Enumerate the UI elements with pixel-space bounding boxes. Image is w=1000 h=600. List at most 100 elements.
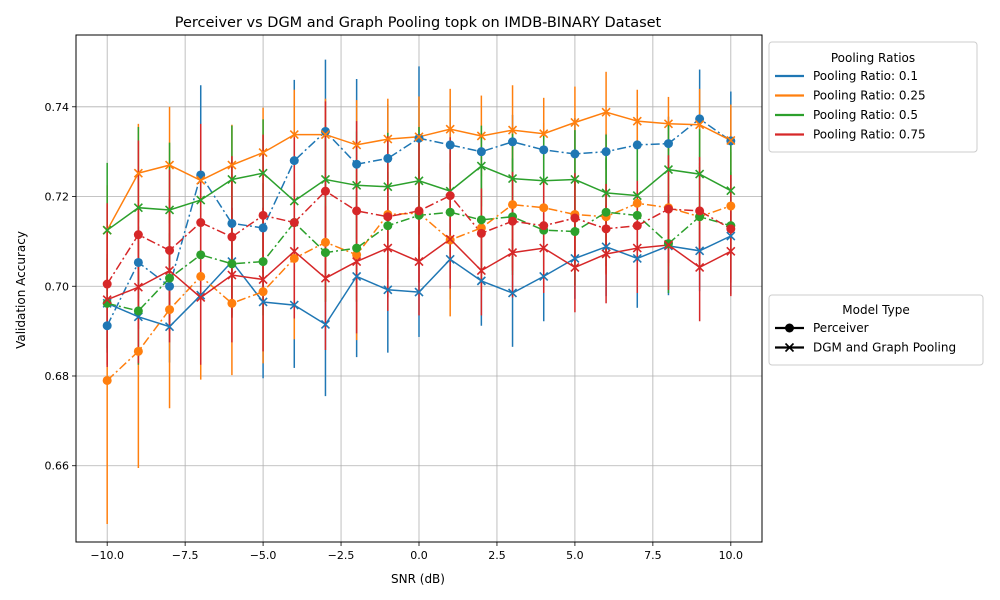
point-ratio-0_75-perceiver (289, 218, 299, 228)
point-ratio-0_5-dgm (695, 169, 705, 179)
point-ratio-0_25-perceiver (632, 198, 642, 208)
point-ratio-0_25-dgm (476, 131, 486, 141)
point-ratio-0_1-dgm (196, 290, 206, 300)
point-ratio-0_5-dgm (570, 174, 580, 185)
point-ratio-0_75-perceiver (196, 218, 206, 228)
point-ratio-0_75-perceiver (227, 232, 237, 242)
point-ratio-0_25-perceiver (539, 203, 549, 213)
point-ratio-0_5-perceiver (165, 273, 175, 283)
point-ratio-0_25-dgm (445, 124, 455, 134)
point-ratio-0_25-perceiver (102, 375, 112, 385)
point-ratio-0_5-dgm (133, 203, 143, 213)
legend-label: DGM and Graph Pooling (813, 341, 956, 355)
point-ratio-0_1-dgm (258, 297, 268, 307)
point-ratio-0_75-perceiver (601, 224, 611, 234)
point-ratio-0_25-dgm (601, 107, 611, 117)
point-ratio-0_75-perceiver (165, 245, 175, 255)
point-ratio-0_5-perceiver (445, 207, 455, 217)
legend-marker-x (784, 342, 795, 353)
point-ratio-0_75-dgm (383, 243, 393, 253)
point-ratio-0_75-dgm (102, 295, 112, 305)
point-ratio-0_1-perceiver (258, 223, 268, 233)
point-ratio-0_25-perceiver (165, 305, 175, 315)
x-tick-label: 5.0 (566, 549, 584, 562)
point-ratio-0_1-perceiver (508, 137, 518, 147)
point-ratio-0_75-dgm (476, 265, 486, 276)
y-tick-label: 0.66 (45, 460, 70, 473)
point-ratio-0_75-perceiver (632, 221, 642, 231)
point-ratio-0_5-dgm (507, 174, 518, 184)
point-ratio-0_75-perceiver (539, 221, 549, 231)
point-ratio-0_25-dgm (383, 134, 393, 144)
legend-pooling-title: Pooling Ratios (831, 51, 915, 65)
point-ratio-0_75-dgm (352, 257, 362, 267)
x-tick-label: 2.5 (488, 549, 506, 562)
point-ratio-0_25-perceiver (320, 237, 330, 247)
point-ratio-0_75-dgm (663, 240, 674, 250)
point-ratio-0_5-perceiver (258, 257, 268, 267)
point-ratio-0_1-dgm (726, 231, 736, 241)
axis-ticks: −10.0 −7.5 −5.0 −2.5 0.0 2.5 5.0 7.5 10.0 0.66 0.6… (45, 101, 744, 562)
point-ratio-0_75-dgm (320, 273, 331, 283)
point-ratio-0_75-perceiver (102, 279, 112, 289)
point-ratio-0_1-perceiver (539, 145, 549, 155)
point-ratio-0_25-dgm (632, 116, 642, 126)
point-ratio-0_75-dgm (258, 274, 268, 285)
point-ratio-0_75-dgm (133, 282, 143, 292)
point-ratio-0_1-dgm (476, 276, 486, 286)
point-ratio-0_25-perceiver (227, 298, 237, 308)
point-ratio-0_75-dgm (227, 270, 237, 280)
point-ratio-0_5-perceiver (320, 248, 330, 258)
y-tick-label: 0.70 (45, 280, 70, 293)
series-line-ratio-0_75-perceiver (106, 190, 732, 285)
y-tick-label: 0.72 (45, 191, 70, 204)
point-ratio-0_1-perceiver (601, 147, 611, 157)
point-ratio-0_1-perceiver (165, 281, 175, 291)
point-ratio-0_75-perceiver (570, 213, 580, 223)
point-ratio-0_75-dgm (632, 243, 642, 253)
point-ratio-0_1-dgm (539, 271, 549, 281)
x-tick-label: −5.0 (250, 549, 277, 562)
point-ratio-0_75-dgm (196, 292, 206, 303)
point-ratio-0_1-perceiver (383, 153, 393, 163)
x-axis-label: SNR (dB) (391, 572, 445, 586)
point-ratio-0_1-dgm (632, 253, 642, 264)
point-ratio-0_1-dgm (352, 271, 362, 281)
point-ratio-0_5-dgm (258, 168, 268, 178)
point-ratio-0_5-perceiver (227, 259, 237, 269)
point-ratio-0_5-perceiver (570, 227, 580, 237)
point-ratio-0_1-dgm (695, 246, 705, 256)
point-ratio-0_75-perceiver (445, 191, 455, 201)
point-ratio-0_1-perceiver (352, 159, 362, 169)
legend-label: Pooling Ratio: 0.5 (813, 108, 918, 122)
point-ratio-0_25-dgm (227, 160, 237, 170)
legend-model-type: Model Type Perceiver DGM and Graph Poolin… (768, 294, 984, 366)
point-ratio-0_5-dgm (289, 196, 299, 206)
point-ratio-0_1-perceiver (133, 257, 143, 267)
point-ratio-0_5-dgm (227, 174, 237, 185)
point-ratio-0_1-perceiver (320, 126, 330, 136)
point-ratio-0_1-perceiver (414, 133, 424, 143)
legend-label: Perceiver (813, 321, 869, 335)
point-ratio-0_5-dgm (726, 186, 736, 196)
point-ratio-0_1-perceiver (476, 147, 486, 157)
point-ratio-0_25-dgm (414, 132, 424, 142)
point-ratio-0_5-dgm (352, 180, 362, 190)
point-ratio-0_1-perceiver (445, 140, 455, 150)
point-ratio-0_75-perceiver (414, 206, 424, 216)
y-tick-label: 0.68 (45, 370, 70, 383)
point-ratio-0_1-dgm (507, 288, 518, 298)
legend-pooling-ratios: Pooling Ratios Pooling Ratio: 0.1 Pooling… (768, 41, 978, 153)
point-ratio-0_75-dgm (414, 257, 424, 267)
point-ratio-0_75-perceiver (258, 210, 268, 220)
x-tick-label: −2.5 (328, 549, 355, 562)
x-tick-label: 7.5 (644, 549, 662, 562)
point-ratio-0_5-dgm (320, 174, 331, 185)
point-ratio-0_5-dgm (383, 182, 393, 192)
point-ratio-0_1-perceiver (695, 114, 705, 124)
point-ratio-0_5-perceiver (632, 210, 642, 220)
point-ratio-0_25-perceiver (258, 287, 268, 297)
point-ratio-0_25-dgm (695, 120, 705, 130)
point-ratio-0_1-dgm (164, 322, 175, 332)
